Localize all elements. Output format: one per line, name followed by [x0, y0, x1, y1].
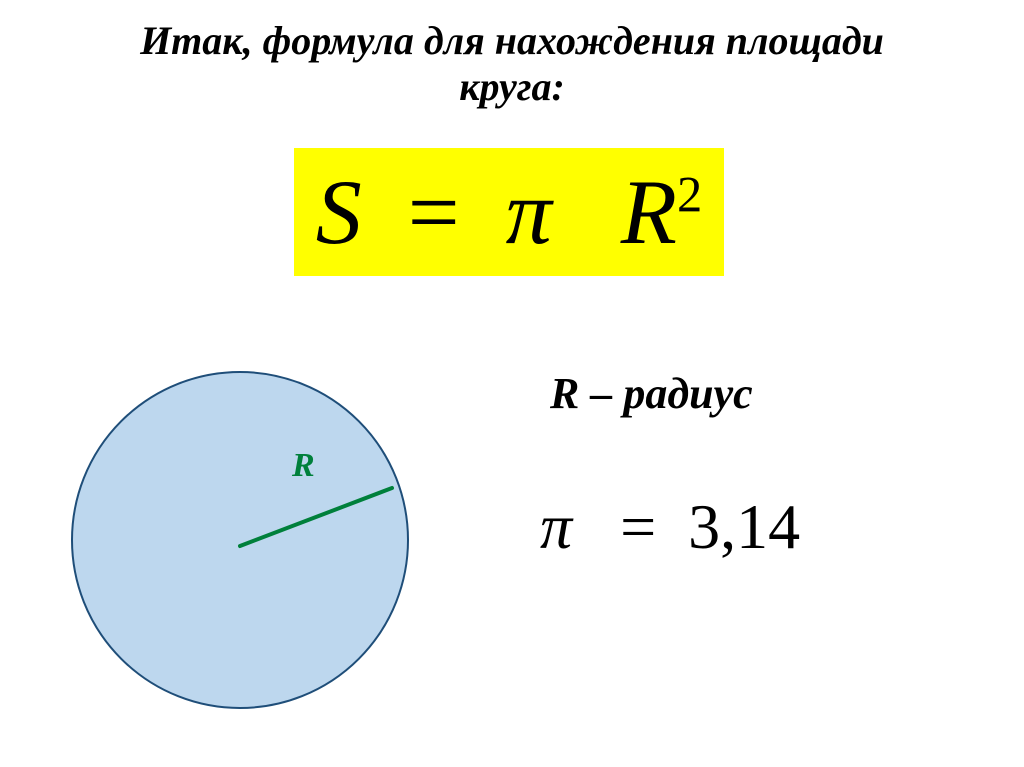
area-formula: S = π R2 [316, 159, 702, 265]
formula-highlight-box: S = π R2 [294, 148, 724, 276]
slide: Итак, формула для нахождения площади кру… [0, 0, 1024, 767]
pi-numeric-value: 3,14 [688, 491, 800, 562]
pi-symbol: π [540, 491, 572, 562]
title-line-1: Итак, формула для нахождения площади [0, 18, 1024, 64]
formula-S: S [316, 161, 362, 263]
formula-R: R [621, 161, 677, 263]
formula-equals [385, 161, 408, 263]
formula-exp: 2 [677, 166, 702, 222]
radius-label-R: R [291, 447, 315, 484]
page-title: Итак, формула для нахождения площади кру… [0, 18, 1024, 110]
pi-equals: = [620, 491, 656, 562]
title-line-2: круга: [0, 64, 1024, 110]
circle-diagram: R [70, 370, 410, 710]
formula-pi: π [506, 161, 552, 263]
radius-legend: R – радиус [550, 368, 753, 419]
circle-svg: R [70, 370, 410, 710]
pi-value-line: π = 3,14 [540, 490, 800, 564]
